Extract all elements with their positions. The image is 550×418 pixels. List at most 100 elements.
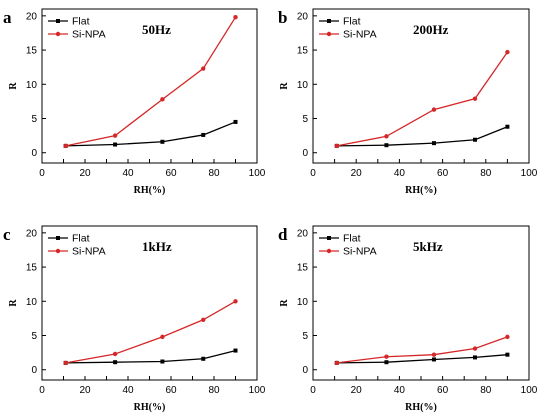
y-tick-label: 15: [26, 263, 38, 274]
data-point-si-npa: [63, 143, 68, 149]
data-point-si-npa: [112, 351, 118, 357]
legend-label: Flat: [343, 233, 361, 245]
legend-marker: [55, 248, 61, 254]
x-tick-label: 100: [249, 168, 266, 179]
x-tick-label: 20: [351, 385, 363, 396]
data-point-si-npa: [384, 134, 389, 139]
data-point-si-npa: [472, 346, 478, 351]
data-point-si-npa: [505, 49, 510, 55]
data-point-si-npa: [505, 334, 510, 340]
x-tick-label: 100: [521, 168, 538, 179]
data-point-flat: [431, 141, 436, 146]
data-point-si-npa: [201, 317, 206, 322]
y-axis-label: R: [279, 82, 290, 90]
x-tick-label: 40: [394, 168, 406, 179]
y-tick-label: 5: [302, 331, 308, 342]
legend-marker: [327, 236, 331, 240]
x-tick-label: 100: [521, 385, 538, 396]
data-point-flat: [505, 124, 510, 129]
x-tick-label: 20: [79, 385, 91, 396]
y-tick-label: 15: [297, 46, 309, 57]
y-tick-label: 0: [302, 148, 308, 159]
y-tick-label: 20: [26, 11, 38, 22]
x-tick-label: 40: [394, 385, 406, 396]
legend-label: Flat: [72, 16, 90, 28]
series-line-flat: [336, 354, 508, 364]
data-point-si-npa: [431, 107, 437, 112]
y-axis-label: R: [8, 82, 19, 90]
x-axis-label: RH(%): [134, 185, 166, 196]
series-line-flat: [65, 121, 236, 147]
y-tick-label: 0: [31, 148, 37, 159]
x-axis-label: RH(%): [405, 185, 437, 196]
data-point-si-npa: [233, 15, 238, 20]
y-tick-label: 20: [297, 11, 309, 22]
y-tick-label: 20: [297, 228, 309, 239]
data-point-si-npa: [160, 334, 165, 340]
legend-label: Flat: [343, 16, 361, 28]
series-line-si-npa: [336, 51, 508, 147]
y-tick-label: 10: [297, 297, 309, 308]
x-tick-label: 0: [310, 385, 316, 396]
panel-label: d: [278, 225, 288, 244]
data-point-si-npa: [334, 360, 339, 366]
frequency-annotation: 200Hz: [413, 22, 449, 37]
x-tick-label: 80: [208, 168, 220, 179]
data-point-flat: [473, 137, 477, 142]
data-point-flat: [160, 359, 165, 364]
x-tick-label: 40: [122, 168, 134, 179]
data-point-flat: [431, 357, 436, 362]
data-point-si-npa: [384, 354, 389, 359]
data-point-flat: [505, 352, 510, 357]
legend-label: Flat: [72, 233, 90, 245]
chart-panel-d: 0 20 40 60 80 100 0 5 10 15 20 RH(%) Rd 5kHz FlatSi-NP…: [278, 225, 538, 413]
x-tick-label: 20: [351, 168, 363, 179]
series-line-flat: [65, 349, 236, 364]
chart-panel-b: 0 20 40 60 80 100 0 5 10 15 20 RH(%) Rb 200Hz FlatSi-N…: [278, 8, 538, 196]
data-point-flat: [160, 139, 165, 144]
y-tick-label: 5: [31, 114, 37, 125]
x-tick-label: 0: [310, 168, 316, 179]
x-tick-label: 20: [79, 168, 91, 179]
data-point-flat: [113, 142, 118, 147]
y-axis-label: R: [8, 299, 19, 307]
panel-label: c: [3, 225, 11, 244]
x-tick-label: 40: [122, 385, 134, 396]
chart-panel-a: 0 20 40 60 80 100 0 5 10 15 20 RH(%) Ra 50Hz FlatSi-NP…: [3, 8, 266, 196]
data-point-flat: [384, 360, 389, 365]
legend-marker: [56, 236, 60, 240]
data-point-si-npa: [472, 96, 478, 101]
series-line-si-npa: [65, 300, 236, 364]
y-tick-label: 15: [297, 263, 309, 274]
data-point-flat: [233, 348, 238, 353]
data-point-flat: [473, 355, 477, 360]
data-point-flat: [384, 143, 389, 148]
x-tick-label: 80: [480, 385, 492, 396]
data-point-si-npa: [63, 360, 68, 366]
panel-label: a: [3, 8, 12, 27]
x-tick-label: 80: [480, 168, 492, 179]
data-point-si-npa: [201, 66, 206, 71]
legend-label: Si-NPA: [343, 246, 377, 258]
series-line-flat: [336, 126, 508, 147]
y-tick-label: 20: [26, 228, 38, 239]
x-tick-label: 0: [39, 168, 45, 179]
data-point-flat: [201, 132, 206, 137]
data-point-flat: [113, 360, 118, 365]
x-axis-label: RH(%): [405, 402, 437, 413]
panel-label: b: [278, 8, 287, 27]
x-tick-label: 60: [437, 168, 449, 179]
x-tick-label: 60: [165, 168, 177, 179]
legend-marker: [327, 19, 331, 23]
legend-label: Si-NPA: [72, 246, 106, 258]
series-line-si-npa: [336, 336, 508, 364]
data-point-flat: [233, 119, 238, 124]
data-point-si-npa: [160, 97, 165, 102]
x-tick-label: 60: [437, 385, 449, 396]
chart-panel-c: 0 20 40 60 80 100 0 5 10 15 20 RH(%) Rc 1kHz FlatSi-NP…: [3, 225, 266, 413]
data-point-si-npa: [334, 143, 339, 149]
x-axis-label: RH(%): [134, 402, 166, 413]
legend-marker: [55, 31, 61, 37]
data-point-flat: [201, 356, 206, 361]
